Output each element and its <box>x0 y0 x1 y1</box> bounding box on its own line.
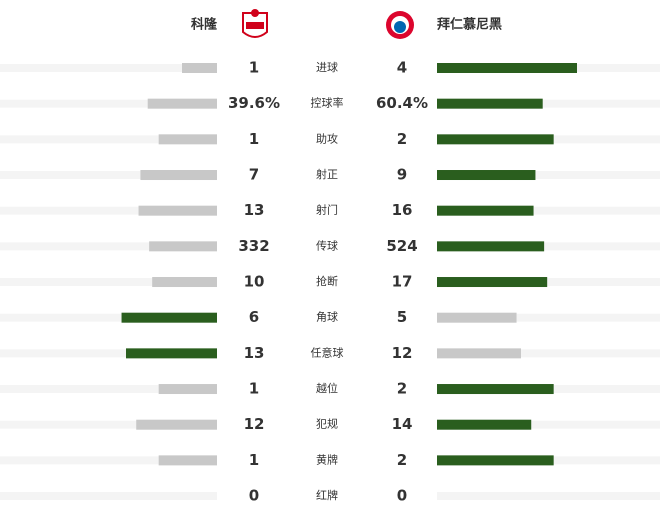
away-value: 17 <box>392 273 413 291</box>
home-value: 39.6% <box>228 94 280 112</box>
home-value: 332 <box>238 237 269 255</box>
away-value: 12 <box>392 344 413 362</box>
row-band <box>0 313 217 322</box>
away-bar <box>437 241 545 252</box>
home-bar <box>152 277 217 288</box>
stat-label: 犯规 <box>316 417 338 431</box>
row-band <box>437 242 660 251</box>
stat-label: 进球 <box>316 60 338 74</box>
row-band <box>437 171 660 180</box>
away-bar <box>437 277 548 288</box>
row-band <box>437 420 660 429</box>
stat-label: 越位 <box>316 381 338 395</box>
row-band <box>0 492 217 501</box>
away-value: 524 <box>386 237 417 255</box>
home-bar <box>149 241 217 252</box>
home-bar <box>147 98 217 109</box>
home-value: 10 <box>244 273 265 291</box>
away-bar <box>437 134 554 145</box>
home-value: 0 <box>249 487 259 505</box>
away-team-logo <box>386 11 414 39</box>
row-band <box>0 456 217 465</box>
away-team-name: 拜仁慕尼黑 <box>437 17 502 33</box>
row-band <box>0 64 217 72</box>
home-bar <box>182 63 217 73</box>
home-bar <box>138 205 217 216</box>
away-value: 9 <box>397 166 407 184</box>
home-value: 13 <box>244 344 265 362</box>
stat-label: 控球率 <box>311 96 344 110</box>
row-band <box>437 349 660 358</box>
row-band <box>0 206 217 215</box>
home-team-name: 科隆 <box>191 17 218 33</box>
row-band <box>0 135 217 144</box>
away-bar <box>437 348 521 359</box>
row-band <box>0 385 217 394</box>
stat-label: 射门 <box>316 203 338 217</box>
home-team-logo <box>242 9 268 38</box>
home-bar <box>158 134 217 145</box>
stat-label: 射正 <box>316 167 338 181</box>
row-band <box>0 278 217 287</box>
row-band <box>0 242 217 251</box>
away-value: 2 <box>397 380 407 398</box>
away-bar <box>437 384 554 395</box>
home-bar <box>121 312 217 323</box>
home-value: 12 <box>244 415 265 433</box>
home-value: 1 <box>249 380 259 398</box>
row-band <box>437 313 660 322</box>
home-value: 1 <box>249 451 259 469</box>
away-value: 14 <box>392 415 413 433</box>
stat-label: 抢断 <box>316 274 338 288</box>
row-band <box>0 349 217 358</box>
stat-label: 角球 <box>316 310 338 324</box>
away-value: 60.4% <box>376 94 428 112</box>
home-bar <box>158 384 217 395</box>
home-bar <box>158 455 217 466</box>
away-bar <box>437 205 534 216</box>
row-band <box>437 206 660 215</box>
away-bar <box>437 312 517 323</box>
away-bar <box>437 170 536 181</box>
row-band <box>437 492 660 501</box>
row-band <box>0 420 217 429</box>
home-bar <box>136 419 217 430</box>
home-bar <box>140 170 217 181</box>
away-bar <box>437 98 543 109</box>
away-value: 0 <box>397 487 407 505</box>
row-band <box>437 278 660 287</box>
home-value: 1 <box>249 130 259 148</box>
home-bar <box>126 348 217 359</box>
stat-label: 传球 <box>316 238 338 252</box>
stat-label: 任意球 <box>311 345 344 359</box>
stat-label: 助攻 <box>316 131 338 145</box>
away-bar <box>437 63 577 73</box>
away-bar <box>437 419 532 430</box>
home-value: 6 <box>249 308 259 326</box>
row-band <box>0 171 217 180</box>
stat-label: 红牌 <box>316 488 338 502</box>
away-value: 16 <box>392 201 413 219</box>
stat-label: 黄牌 <box>316 452 338 466</box>
away-value: 2 <box>397 130 407 148</box>
row-band <box>0 99 217 108</box>
home-value: 7 <box>249 166 259 184</box>
home-value: 13 <box>244 201 265 219</box>
away-value: 4 <box>397 59 407 77</box>
away-value: 2 <box>397 451 407 469</box>
away-bar <box>437 455 554 466</box>
home-value: 1 <box>249 59 259 77</box>
away-value: 5 <box>397 308 407 326</box>
row-band <box>437 99 660 108</box>
